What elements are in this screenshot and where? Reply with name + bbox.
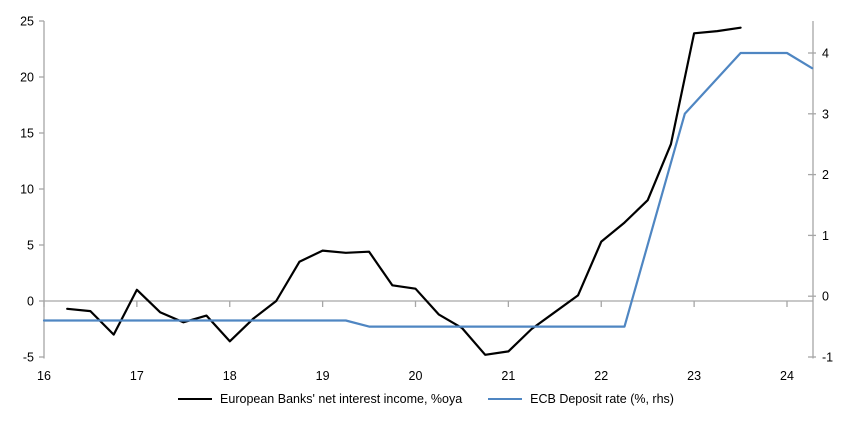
x-axis-tick-label: 18 (223, 369, 237, 383)
left-axis-tick-label: 5 (27, 239, 34, 253)
x-axis-tick-label: 20 (409, 369, 423, 383)
x-axis-tick-label: 24 (780, 369, 794, 383)
right-axis-tick-label: 2 (822, 168, 829, 182)
x-axis-tick-label: 16 (37, 369, 51, 383)
right-axis-tick-label: -1 (822, 351, 833, 365)
right-axis-tick-label: 4 (822, 47, 829, 61)
x-axis-tick-label: 22 (594, 369, 608, 383)
series-line-net-interest-income (66, 26, 742, 356)
left-axis-tick-label: 0 (27, 295, 34, 309)
x-axis-tick-label: 23 (687, 369, 701, 383)
black-line-swatch-icon (178, 397, 213, 401)
series-line-ecb-deposit-rate (42, 51, 814, 328)
left-axis-tick-label: -5 (23, 351, 34, 365)
left-axis-tick-label: 20 (20, 71, 34, 85)
left-axis-tick-label: 10 (20, 183, 34, 197)
x-axis-tick-label: 21 (501, 369, 515, 383)
x-axis-tick-label: 19 (316, 369, 330, 383)
legend-label: ECB Deposit rate (%, rhs) (530, 392, 674, 406)
right-axis-tick-label: 1 (822, 229, 829, 243)
legend-item-ecb-deposit-rate: ECB Deposit rate (%, rhs) (488, 392, 674, 406)
chart-legend: European Banks' net interest income, %oy… (0, 392, 852, 406)
right-axis-tick-label: 3 (822, 107, 829, 121)
x-axis-tick-label: 17 (130, 369, 144, 383)
blue-line-swatch-icon (488, 397, 523, 401)
legend-item-net-interest-income: European Banks' net interest income, %oy… (178, 392, 462, 406)
left-axis-tick-label: 15 (20, 127, 34, 141)
legend-label: European Banks' net interest income, %oy… (220, 392, 463, 406)
right-axis-tick-label: 0 (822, 290, 829, 304)
left-axis-tick-label: 25 (20, 15, 34, 29)
